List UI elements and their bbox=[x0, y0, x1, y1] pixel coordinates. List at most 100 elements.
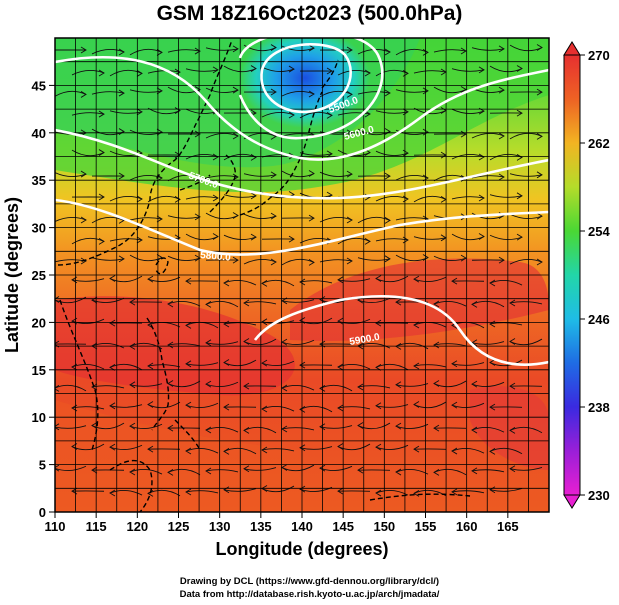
streamline-arrowhead bbox=[337, 363, 344, 371]
y-tick-label: 40 bbox=[32, 126, 46, 141]
streamline-arrowhead bbox=[422, 128, 429, 136]
streamline bbox=[509, 259, 543, 265]
streamline-arrowhead bbox=[98, 193, 105, 201]
streamline bbox=[337, 278, 371, 282]
streamline bbox=[281, 258, 315, 266]
streamline-arrowhead bbox=[433, 380, 440, 387]
streamline-arrowhead bbox=[516, 154, 523, 161]
streamline bbox=[509, 426, 543, 434]
streamline bbox=[71, 318, 105, 324]
streamline-arrowhead bbox=[118, 128, 125, 135]
streamline bbox=[167, 49, 201, 53]
streamline-arrowhead bbox=[270, 212, 277, 220]
streamline-arrowhead bbox=[167, 469, 174, 476]
streamline bbox=[375, 150, 409, 156]
streamline-arrowhead bbox=[384, 128, 391, 135]
credit-data-source: Data from http://database.rish.kyoto-u.a… bbox=[179, 589, 440, 600]
streamline-arrowhead bbox=[232, 212, 239, 219]
streamline bbox=[433, 255, 467, 261]
streamline-arrowhead bbox=[129, 298, 136, 306]
streamline-arrowhead bbox=[232, 132, 239, 140]
streamline bbox=[129, 175, 163, 181]
streamline-arrowhead bbox=[478, 66, 485, 74]
streamline-arrowhead bbox=[451, 277, 458, 285]
y-tick-label: 25 bbox=[32, 268, 46, 283]
colorbar-body bbox=[563, 54, 581, 496]
streamline bbox=[167, 255, 201, 261]
streamline-arrowhead bbox=[147, 275, 154, 283]
streamline-arrowhead bbox=[194, 47, 201, 55]
streamline-arrowhead bbox=[205, 339, 212, 347]
streamline bbox=[261, 448, 295, 452]
streamline-arrowhead bbox=[136, 70, 143, 77]
streamline bbox=[281, 339, 315, 345]
streamline-arrowhead bbox=[212, 66, 219, 74]
streamline-arrowhead bbox=[55, 296, 60, 303]
streamline bbox=[91, 257, 125, 261]
streamline bbox=[185, 362, 219, 366]
streamline bbox=[205, 212, 239, 220]
streamline-arrowhead bbox=[516, 192, 523, 200]
streamline-arrowhead bbox=[364, 69, 371, 77]
streamline bbox=[489, 194, 523, 198]
streamline bbox=[413, 70, 447, 74]
streamline-arrowhead bbox=[451, 360, 458, 368]
streamline bbox=[167, 301, 201, 307]
streamline bbox=[205, 300, 239, 308]
streamline-arrowhead bbox=[375, 275, 382, 282]
streamline bbox=[55, 465, 87, 471]
x-tick-label: 120 bbox=[126, 519, 148, 534]
y-tick-label: 35 bbox=[32, 173, 46, 188]
streamline bbox=[71, 278, 105, 282]
credit-dcl: Drawing by DCL (https://www.gfd-dennou.o… bbox=[179, 576, 440, 587]
streamline bbox=[55, 90, 87, 97]
streamline-arrowhead bbox=[536, 258, 543, 266]
streamline-arrowhead bbox=[536, 171, 543, 179]
streamline-arrowhead bbox=[433, 300, 440, 308]
streamline-arrowhead bbox=[337, 276, 344, 284]
streamline-arrowhead bbox=[232, 86, 239, 94]
streamline bbox=[185, 233, 219, 241]
streamline-arrowhead bbox=[232, 256, 239, 264]
streamline-arrowhead bbox=[357, 383, 364, 391]
streamline-arrowhead bbox=[337, 317, 344, 325]
streamline bbox=[471, 175, 505, 179]
streamline-arrowhead bbox=[433, 469, 440, 476]
streamline-arrowhead bbox=[509, 338, 516, 345]
streamline bbox=[281, 170, 315, 178]
streamline bbox=[281, 464, 315, 472]
streamline bbox=[281, 427, 315, 431]
coastline bbox=[57, 39, 471, 512]
streamline bbox=[357, 257, 391, 261]
streamline-arrowhead bbox=[509, 299, 516, 307]
streamline-arrowhead bbox=[460, 130, 467, 138]
streamline-arrowhead bbox=[261, 359, 268, 367]
streamline bbox=[129, 217, 163, 221]
streamline-arrowhead bbox=[91, 466, 98, 474]
streamline bbox=[471, 133, 505, 139]
streamline bbox=[337, 237, 371, 245]
streamline bbox=[91, 49, 125, 55]
streamline-arrowhead bbox=[281, 464, 288, 471]
streamline-arrowhead bbox=[98, 69, 105, 77]
streamline bbox=[129, 383, 163, 387]
streamline bbox=[71, 406, 105, 410]
streamline-arrowhead bbox=[80, 170, 87, 178]
streamline bbox=[129, 89, 163, 93]
streamline-arrowhead bbox=[109, 443, 116, 451]
y-tick-label: 30 bbox=[32, 221, 46, 236]
streamline-arrowhead bbox=[516, 109, 523, 117]
streamline-arrowhead bbox=[250, 233, 257, 241]
streamline bbox=[243, 301, 277, 305]
streamline bbox=[109, 490, 143, 496]
streamline bbox=[451, 448, 485, 454]
streamline bbox=[261, 112, 295, 118]
streamline bbox=[261, 279, 295, 287]
colorbar-tick-label: 262 bbox=[588, 136, 610, 151]
x-tick-label: 140 bbox=[291, 519, 313, 534]
streamline-arrowhead bbox=[232, 45, 239, 53]
streamline-arrowhead bbox=[147, 321, 154, 329]
streamline-arrowhead bbox=[261, 405, 268, 413]
streamline bbox=[185, 490, 219, 494]
streamline bbox=[471, 212, 505, 220]
